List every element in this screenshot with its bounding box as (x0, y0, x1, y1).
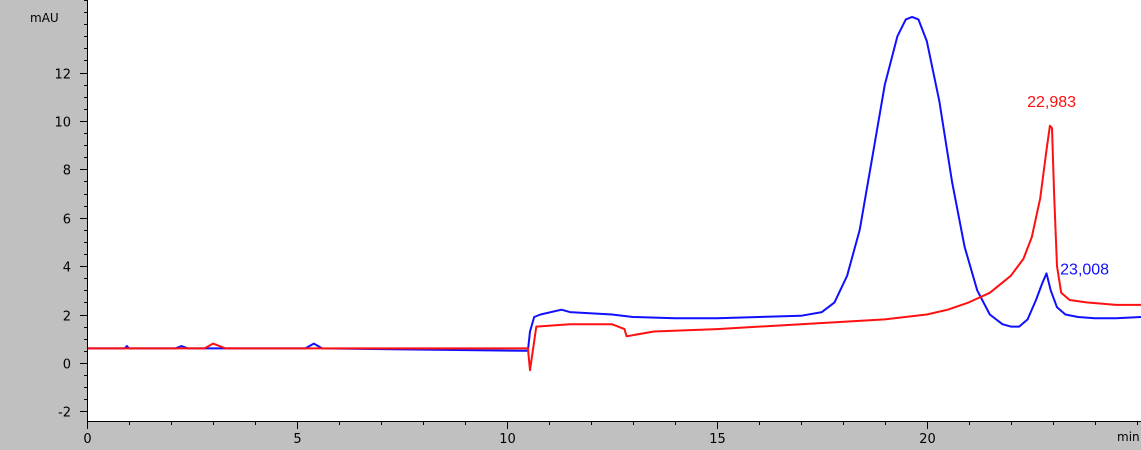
axis-gutter-left (0, 0, 87, 450)
y-tick-label: 0 (63, 358, 71, 373)
y-tick-label: 2 (63, 310, 71, 325)
axis-labels: -2 0 2 4 6 8 10 12 0 5 10 15 20 (54, 68, 935, 448)
y-tick-label: 6 (63, 213, 71, 228)
blue-trace-line (87, 15, 1141, 352)
x-tick-label: 10 (499, 432, 516, 447)
y-tick-label: -2 (58, 406, 71, 421)
x-tick-label: 20 (919, 432, 936, 447)
axis-gutter-bottom (0, 421, 1141, 450)
peak-annotation-label: 23,008 (1060, 261, 1109, 278)
y-tick-label: 12 (54, 68, 71, 83)
x-axis-unit-label: min (1117, 430, 1140, 444)
plot-area (87, 0, 1141, 421)
y-tick-label: 10 (54, 116, 71, 131)
peak-annotations: 22,983 23,008 (1027, 94, 1109, 279)
x-tick-label: 0 (83, 432, 91, 447)
y-axis-unit-label: mAU (30, 11, 59, 25)
chart-series (87, 15, 1141, 372)
y-tick-label: 8 (63, 164, 71, 179)
x-tick-label: 15 (709, 432, 726, 447)
y-tick-label: 4 (63, 261, 71, 276)
peak-annotation-label: 22,983 (1027, 94, 1076, 111)
x-tick-label: 5 (293, 432, 301, 447)
red-trace-line (87, 124, 1141, 372)
